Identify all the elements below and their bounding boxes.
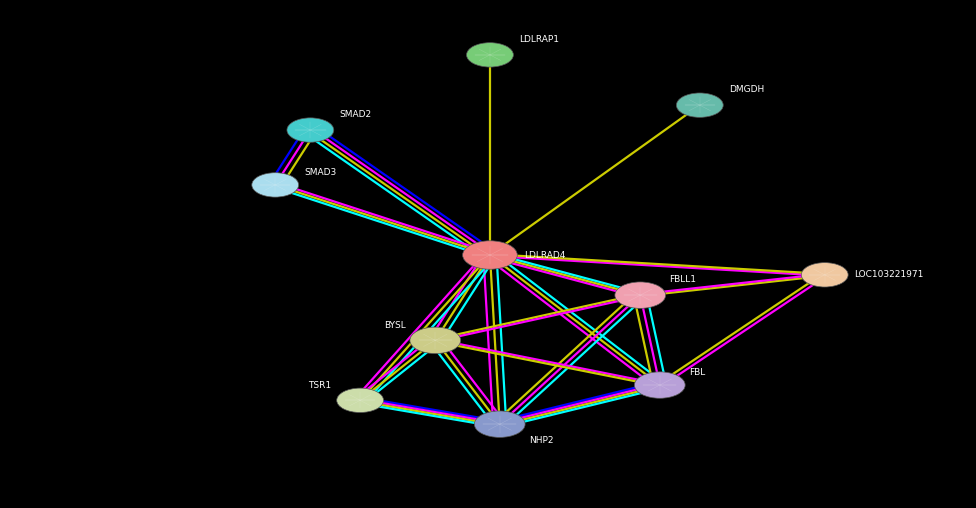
Circle shape bbox=[474, 411, 525, 437]
Circle shape bbox=[801, 263, 848, 287]
Text: LDLRAD4: LDLRAD4 bbox=[524, 250, 565, 260]
Text: DMGDH: DMGDH bbox=[729, 85, 764, 94]
Circle shape bbox=[676, 93, 723, 117]
Circle shape bbox=[634, 372, 685, 398]
Text: SMAD3: SMAD3 bbox=[305, 168, 337, 177]
Text: TSR1: TSR1 bbox=[307, 380, 331, 390]
Circle shape bbox=[463, 241, 517, 269]
Text: BYSL: BYSL bbox=[385, 321, 406, 330]
Text: LDLRAP1: LDLRAP1 bbox=[519, 35, 559, 44]
Circle shape bbox=[287, 118, 334, 142]
Text: NHP2: NHP2 bbox=[529, 436, 553, 446]
Text: FBL: FBL bbox=[689, 368, 706, 377]
Text: LOC103221971: LOC103221971 bbox=[854, 270, 923, 279]
Circle shape bbox=[337, 388, 384, 412]
Circle shape bbox=[467, 43, 513, 67]
Text: SMAD2: SMAD2 bbox=[340, 110, 372, 119]
Text: FBLL1: FBLL1 bbox=[670, 275, 697, 284]
Circle shape bbox=[252, 173, 299, 197]
Circle shape bbox=[410, 327, 461, 354]
Circle shape bbox=[615, 282, 666, 308]
